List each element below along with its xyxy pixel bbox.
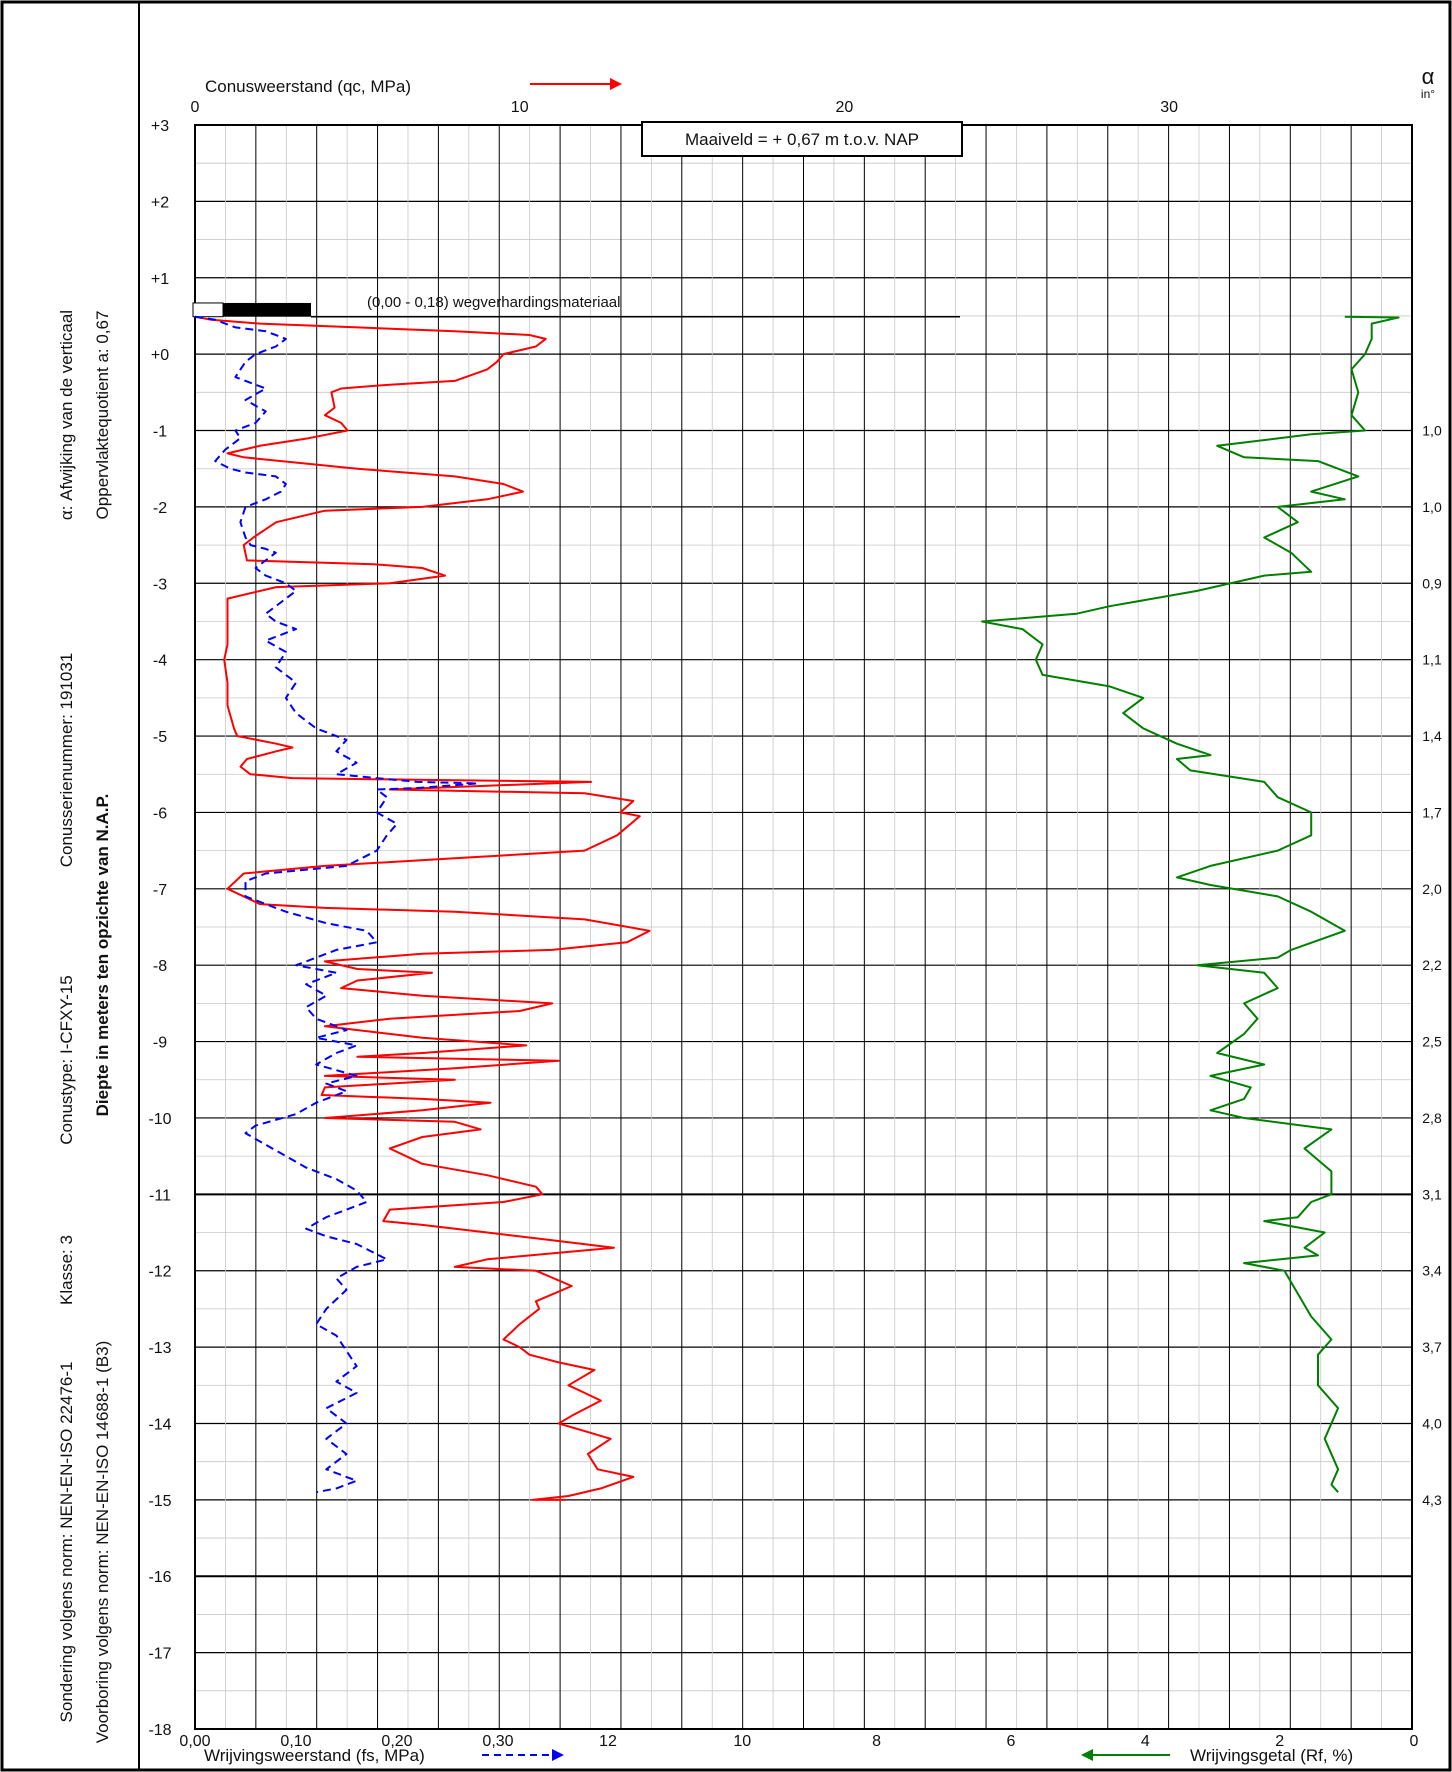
alpha-unit: in° — [1421, 87, 1435, 101]
depth-ticks: +3 +2 +1 +0 -1 -2 -3 -4 -5 -6 -7 -8 -9 -10 -11 -12 -13 -1… — [148, 118, 171, 1739]
qc-tick-label: 10 — [511, 99, 529, 116]
pavement-black-block — [223, 302, 311, 317]
alpha-value-label: 1,4 — [1422, 728, 1442, 744]
qc-tick-label: 20 — [836, 99, 854, 116]
rf-arrow-icon — [1081, 1749, 1170, 1761]
alpha-value-label: 1,0 — [1422, 423, 1442, 439]
qc-arrow-icon — [530, 78, 622, 90]
depth-tick-label: -15 — [148, 1493, 171, 1510]
side-info-depth-label: Diepte in meters ten opzichte van N.A.P. — [93, 794, 112, 1117]
alpha-symbol: α — [1422, 64, 1435, 89]
qc-tick-label: 30 — [1160, 99, 1178, 116]
side-info-cone-serial: Conusserienummer: 191031 — [57, 653, 76, 868]
depth-tick-label: -2 — [153, 500, 167, 517]
alpha-value-label: 0,9 — [1422, 575, 1442, 591]
qc-axis-title: Conusweerstand (qc, MPa) — [205, 77, 411, 96]
fs-tick-label: 0,10 — [280, 1733, 311, 1750]
series-layer — [194, 315, 1400, 1501]
depth-tick-label: -11 — [149, 1187, 171, 1204]
depth-tick-label: -8 — [153, 958, 167, 975]
series-fs-line — [194, 315, 479, 1494]
alpha-value-label: 1,7 — [1422, 804, 1442, 820]
depth-tick-label: -16 — [148, 1569, 171, 1586]
rf-tick-label: 0 — [1410, 1733, 1419, 1750]
rf-tick-label: 4 — [1141, 1733, 1150, 1750]
depth-tick-label: +1 — [151, 271, 169, 288]
alpha-value-label: 1,1 — [1422, 652, 1442, 668]
alpha-value-label: 4,3 — [1422, 1492, 1442, 1508]
depth-tick-label: -5 — [153, 729, 167, 746]
alpha-value-label: 1,0 — [1422, 499, 1442, 515]
grid — [195, 124, 1413, 1730]
rf-tick-label: 10 — [733, 1733, 751, 1750]
depth-tick-label: +0 — [151, 347, 169, 364]
depth-tick-label: +3 — [151, 118, 169, 135]
depth-tick-label: -9 — [153, 1035, 167, 1052]
depth-tick-label: -12 — [148, 1264, 171, 1281]
alpha-value-label: 2,5 — [1422, 1034, 1442, 1050]
series-qc-line — [194, 315, 651, 1501]
depth-tick-label: -18 — [148, 1722, 171, 1739]
qc-tick-label: 0 — [191, 99, 200, 116]
side-info-sounding-norm: Sondering volgens norm: NEN-EN-ISO 22476… — [57, 1362, 76, 1723]
depth-tick-label: +2 — [151, 194, 169, 211]
depth-tick-label: -4 — [153, 653, 167, 670]
rf-ticks: 12 10 8 6 4 2 0 — [599, 1733, 1418, 1750]
side-info-preboring-norm: Voorboring volgens norm: NEN-EN-ISO 1468… — [93, 1341, 112, 1744]
depth-tick-label: -3 — [153, 576, 167, 593]
side-info-deviation: α: Afwijking van de verticaal — [57, 310, 76, 520]
fs-arrow-icon — [482, 1749, 564, 1761]
maaiveld-label: Maaiveld = + 0,67 m t.o.v. NAP — [685, 130, 919, 149]
fs-ticks: 0,00 0,10 0,20 0,30 — [179, 1733, 513, 1750]
pavement-label: (0,00 - 0,18) wegverhardingsmateriaal — [367, 294, 620, 311]
fs-tick-label: 0,30 — [482, 1733, 513, 1750]
alpha-value-label: 2,0 — [1422, 881, 1442, 897]
depth-tick-label: -13 — [148, 1340, 171, 1357]
depth-tick-label: -10 — [148, 1111, 171, 1128]
rf-tick-label: 12 — [599, 1733, 617, 1750]
depth-tick-label: -7 — [153, 882, 167, 899]
fs-tick-label: 0,00 — [179, 1733, 210, 1750]
alpha-value-label: 4,0 — [1422, 1415, 1442, 1431]
side-info-area-ratio: Oppervlaktequotient a: 0,67 — [93, 311, 112, 520]
rf-axis-title: Wrijvingsgetal (Rf, %) — [1190, 1746, 1353, 1765]
maaiveld-box — [641, 121, 963, 157]
series-rf-line — [981, 315, 1400, 1493]
pavement-white-block — [192, 302, 224, 318]
alpha-value-label: 2,2 — [1422, 957, 1442, 973]
side-info-cone-type: Conustype: I-CFXY-15 — [57, 975, 76, 1144]
rf-tick-label: 6 — [1007, 1733, 1016, 1750]
alpha-value-label: 2,8 — [1422, 1110, 1442, 1126]
depth-tick-label: -14 — [148, 1416, 171, 1433]
alpha-value-label: 3,4 — [1422, 1263, 1442, 1279]
side-info-class: Klasse: 3 — [57, 1235, 76, 1305]
depth-tick-label: -17 — [148, 1646, 171, 1663]
rf-tick-label: 2 — [1275, 1733, 1284, 1750]
alpha-value-label: 3,7 — [1422, 1339, 1442, 1355]
fs-axis-title: Wrijvingsweerstand (fs, MPa) — [204, 1746, 425, 1765]
pavement-layer: (0,00 - 0,18) wegverhardingsmateriaal — [192, 294, 960, 318]
alpha-value-label: 3,1 — [1422, 1186, 1442, 1202]
qc-ticks: 0 10 20 30 — [191, 99, 1179, 116]
rf-tick-label: 8 — [872, 1733, 881, 1750]
depth-tick-label: -6 — [153, 805, 167, 822]
depth-tick-label: -1 — [153, 424, 167, 441]
fs-tick-label: 0,20 — [381, 1733, 412, 1750]
alpha-labels: 1,0 1,0 0,9 1,1 1,4 1,7 2,0 2,2 2,5 2,8 3,1 3,4 3,7 4… — [1422, 423, 1442, 1508]
